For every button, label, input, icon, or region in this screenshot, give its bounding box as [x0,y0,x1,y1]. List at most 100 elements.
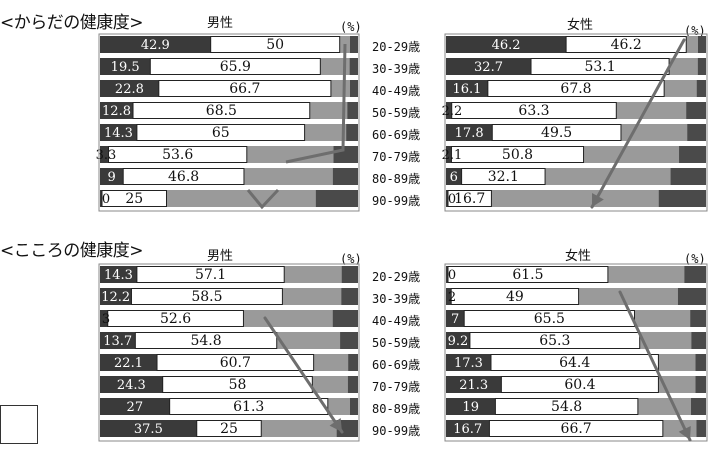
section-title-mind: <こころの健康度> [0,241,144,261]
data-label-dark: 17.8 [455,126,484,141]
data-label-dark: 3 [102,312,110,327]
bar-other [313,354,358,371]
bar-white [149,58,321,75]
bar-other [284,266,358,283]
bar-dark [100,288,132,305]
bar-white [101,190,167,207]
bar-dark [100,376,163,393]
bar-other-end [690,310,706,327]
age-label: 20-29歳 [372,40,421,54]
data-label-white: 50 [266,37,284,53]
bar-white [169,398,329,415]
age-label: 40-49歳 [372,84,421,98]
bar-other [309,102,358,119]
bar-white [134,332,278,349]
bar-white [130,288,283,305]
data-label-dark: 24.3 [117,378,146,393]
bar-other [276,332,358,349]
data-label-dark: 0 [448,192,456,207]
bar-white [156,354,315,371]
bar-other-end [698,36,706,53]
bar-white [451,102,617,119]
bar-other-end [350,398,358,415]
data-label-white: 58 [229,377,247,393]
bar-other-end [658,190,706,207]
bar-other [637,398,706,415]
bar-other [243,168,358,185]
data-label-white: 52.6 [160,311,191,327]
bar-white [565,36,687,53]
bar-dark [100,102,134,119]
bar-white [450,146,585,163]
bar-other [320,58,358,75]
bar-other-end [333,146,358,163]
bar-white [450,288,580,305]
data-label-dark: 19.5 [111,60,140,75]
data-label-white: 54.8 [551,399,582,415]
data-label-white: 32.1 [488,169,519,185]
data-label-dark: 14.3 [104,126,133,141]
data-label-dark: 16.7 [453,422,482,437]
bar-other [634,310,706,327]
bar-dark [100,266,137,283]
bar-other [658,354,706,371]
bar-white [158,80,332,97]
bar-dark [100,168,124,185]
data-label-dark: 12.8 [102,104,131,119]
bar-dark [100,58,151,75]
bar-white [447,190,492,207]
bar-other-end [691,332,706,349]
panel-frame-mind-male [98,263,360,442]
bar-other-end [679,146,706,163]
bar-dark [100,190,102,207]
data-label-dark: 19 [462,400,479,415]
data-label-white: 54.8 [190,333,221,349]
trend-arrow-body-male-head [246,188,280,210]
bar-other [282,288,358,305]
bar-other-end [695,354,706,371]
female-label-mind: 女性 [565,249,592,264]
bar-other [312,376,358,393]
age-label: 80-89歳 [372,172,421,186]
unit-male-body: (%) [340,20,362,34]
panel-frame-body-male [98,33,360,212]
bar-other-end [347,376,358,393]
bar-other [578,288,706,305]
bar-dark [446,266,448,283]
data-label-white: 57.1 [195,267,226,283]
bar-white [488,420,664,437]
data-label-dark: 7 [451,312,459,327]
bar-white [461,168,546,185]
bar-other-end [350,80,358,97]
age-label: 50-59歳 [372,106,421,120]
panel-frame-body-female [444,33,708,212]
legend-box [0,405,38,444]
bar-dark [446,102,452,119]
female-label-body: 女性 [567,18,594,33]
data-label-dark: 0 [448,268,456,283]
bar-other [639,332,706,349]
data-label-dark: 22.1 [114,356,143,371]
data-label-dark: 13.7 [103,334,132,349]
bar-other-end [349,58,358,75]
bar-other [607,266,706,283]
bar-dark [446,36,567,53]
bar-white [136,124,306,141]
bar-white [487,80,665,97]
bar-white [491,124,622,141]
bar-white [494,398,639,415]
age-label: 50-59歳 [372,336,421,350]
data-label-dark: 12.2 [101,290,130,305]
data-label-white: 60.7 [220,355,251,371]
bar-other-end [346,124,358,141]
trend-arrow-body-male [285,43,347,164]
bar-white [490,354,659,371]
bar-other [243,310,358,327]
bar-white [132,102,311,119]
data-label-dark: 9 [107,170,115,185]
bar-white [469,332,641,349]
data-label-dark: 2.2 [442,104,463,119]
age-label: 60-69歳 [372,358,421,372]
bar-other-end [340,332,358,349]
